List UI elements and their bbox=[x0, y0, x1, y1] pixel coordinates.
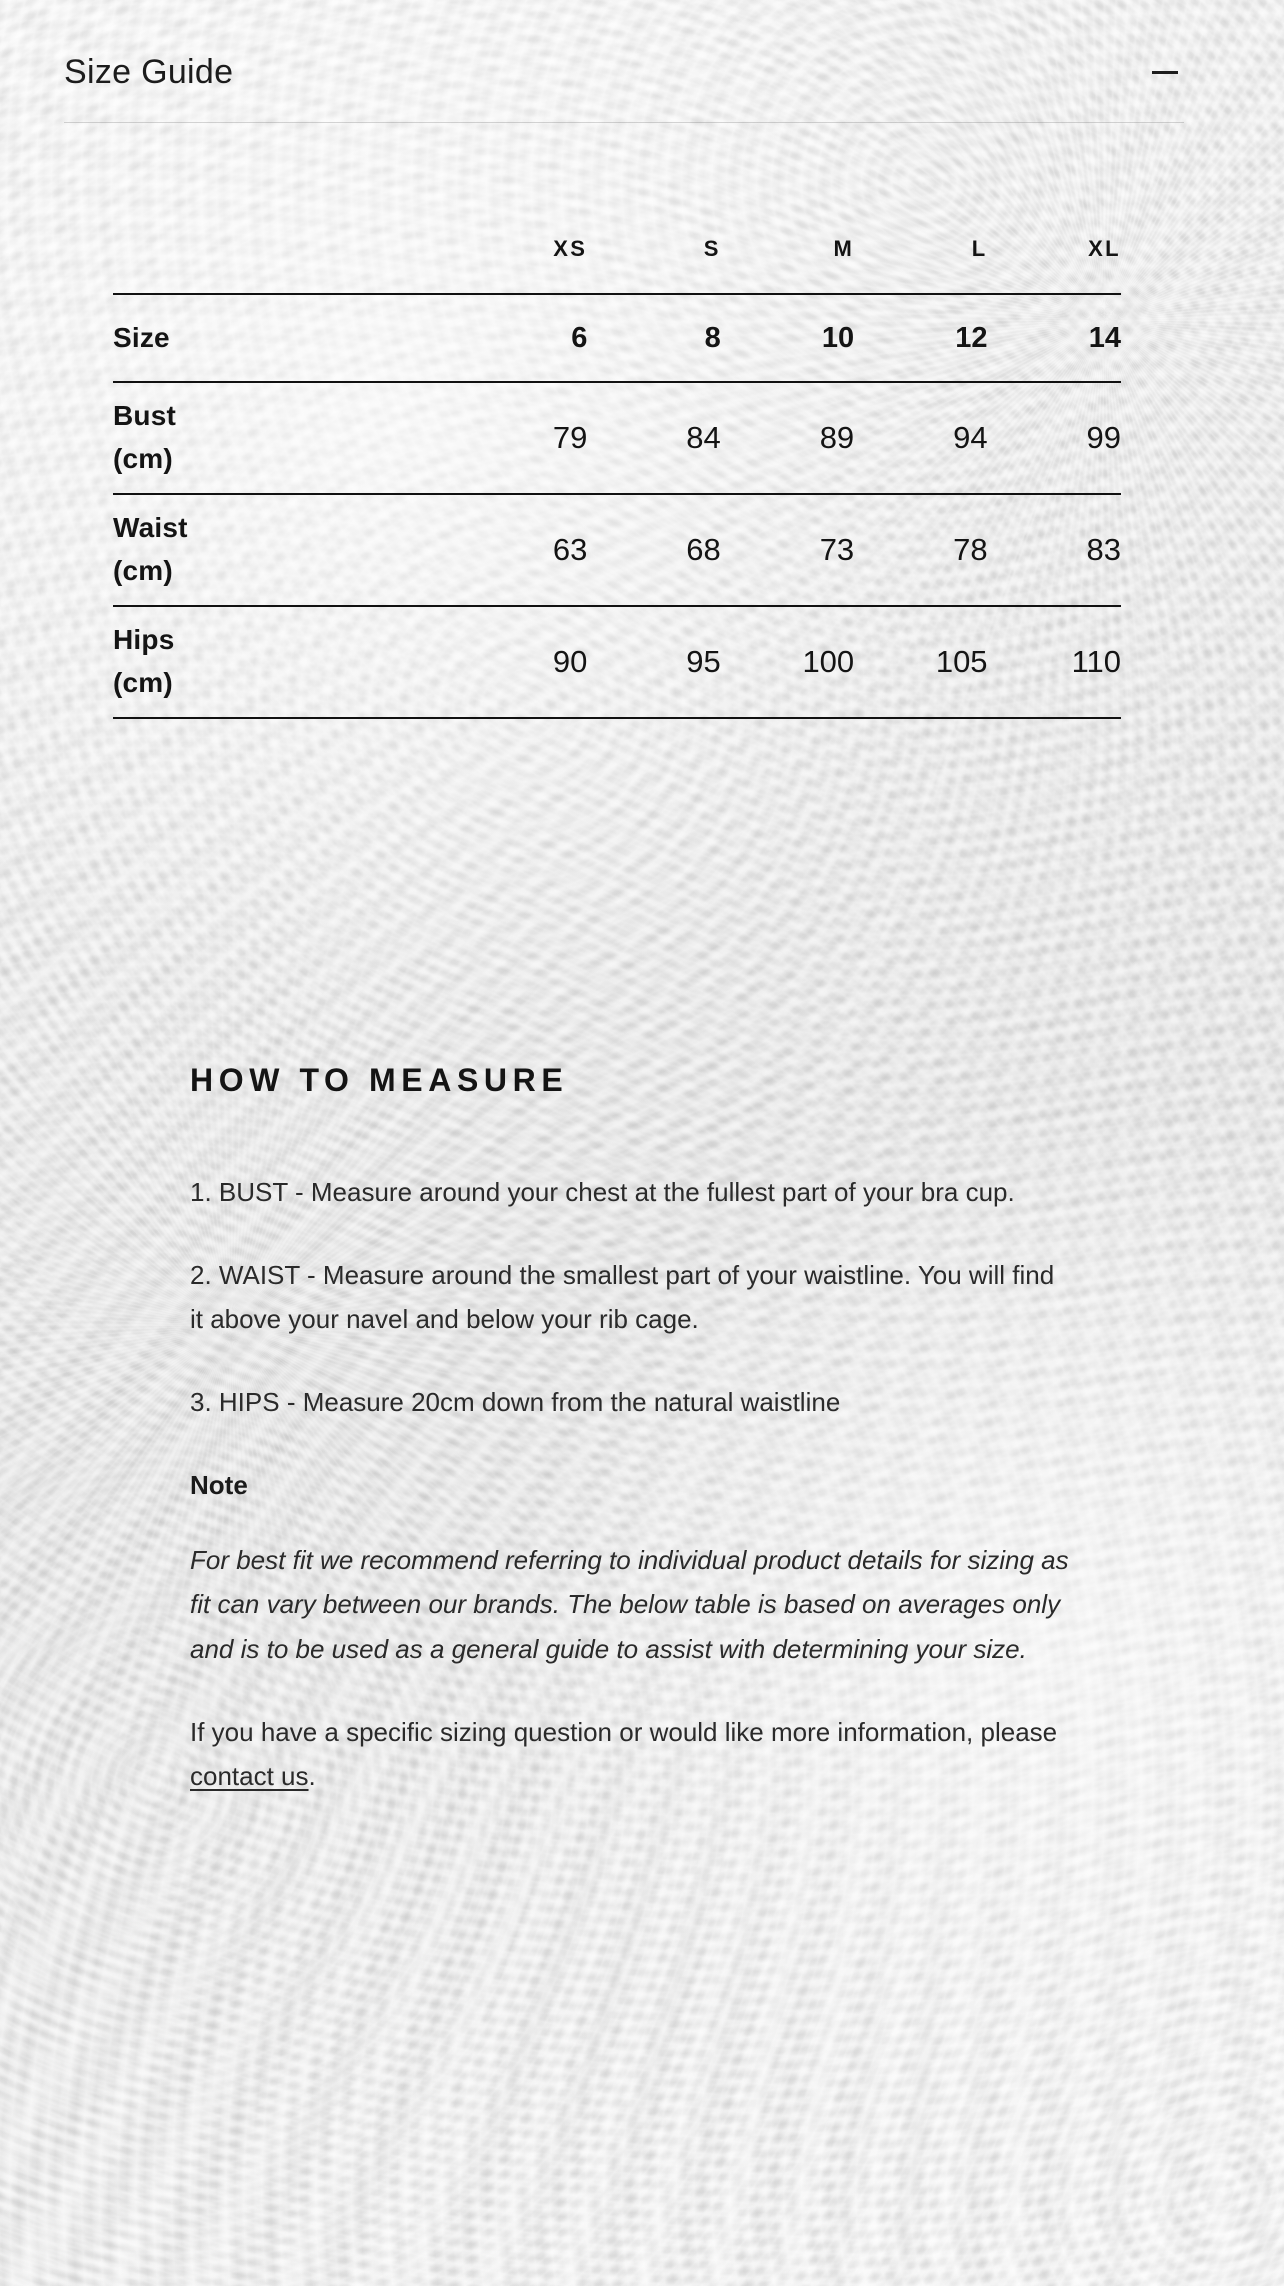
measure-step-2: 2. WAIST - Measure around the smallest p… bbox=[190, 1259, 1055, 1335]
cell-size-s: 8 bbox=[704, 321, 721, 354]
cell-bust-xs: 79 bbox=[552, 420, 588, 455]
contact-suffix-text: . bbox=[308, 1761, 316, 1792]
row-label-waist-text: Waist bbox=[113, 512, 188, 544]
cell-bust-s: 84 bbox=[686, 420, 721, 455]
row-label-hips-text: Hips bbox=[113, 624, 175, 656]
row-label-size: Size bbox=[113, 321, 170, 353]
cell-waist-s: 68 bbox=[686, 532, 721, 567]
cell-hips-s: 95 bbox=[686, 644, 721, 679]
cell-size-l: 12 bbox=[955, 321, 988, 354]
row-label-hips: Hips (cm) bbox=[113, 606, 454, 718]
how-to-measure-heading: HOW TO MEASURE bbox=[190, 1062, 569, 1098]
size-chart-table: XS S M L XL Size 6 8 10 12 14 Bust (cm) bbox=[113, 205, 1121, 719]
contact-prefix-text: If you have a specific sizing question o… bbox=[190, 1716, 1058, 1747]
cell-size-xs: 6 bbox=[571, 321, 588, 354]
row-label-bust-unit: (cm) bbox=[113, 443, 173, 474]
note-label: Note bbox=[190, 1469, 248, 1500]
table-row: Size 6 8 10 12 14 bbox=[113, 294, 1121, 382]
row-label-bust-text: Bust bbox=[113, 400, 177, 432]
table-row: Waist (cm) 63 68 73 78 83 bbox=[113, 494, 1121, 606]
cell-waist-xs: 63 bbox=[552, 532, 588, 567]
minus-icon[interactable] bbox=[1150, 57, 1180, 87]
cell-hips-xl: 110 bbox=[1071, 644, 1121, 679]
contact-us-link[interactable]: contact us bbox=[190, 1761, 309, 1792]
size-chart-body: Size 6 8 10 12 14 Bust (cm) 79 84 89 94 … bbox=[113, 294, 1121, 718]
size-chart-head: XS S M L XL bbox=[113, 205, 1121, 294]
measure-step-3: 3. HIPS - Measure 20cm down from the nat… bbox=[190, 1387, 841, 1418]
cell-waist-l: 78 bbox=[953, 532, 988, 567]
note-text: For best fit we recommend referring to i… bbox=[190, 1544, 1069, 1665]
cell-waist-m: 73 bbox=[819, 532, 855, 567]
measure-step-1: 1. BUST - Measure around your chest at t… bbox=[190, 1177, 1015, 1207]
how-to-measure-body: 1. BUST - Measure around your chest at t… bbox=[190, 1170, 1070, 1799]
table-row: Hips (cm) 90 95 100 105 110 bbox=[113, 606, 1121, 718]
row-label-hips-unit: (cm) bbox=[113, 667, 173, 698]
cell-bust-m: 89 bbox=[819, 420, 855, 455]
column-header-xl: XL bbox=[1088, 236, 1121, 261]
cell-hips-xs: 90 bbox=[552, 644, 588, 679]
row-label-bust: Bust (cm) bbox=[113, 382, 454, 494]
size-guide-accordion-header[interactable]: Size Guide bbox=[64, 22, 1184, 123]
cell-bust-xl: 99 bbox=[1086, 420, 1121, 455]
cell-bust-l: 94 bbox=[953, 420, 988, 455]
cell-hips-l: 105 bbox=[935, 644, 988, 679]
cell-size-xl: 14 bbox=[1088, 321, 1121, 354]
column-header-l: L bbox=[971, 236, 988, 261]
cell-waist-xl: 83 bbox=[1086, 532, 1121, 567]
contact-paragraph: If you have a specific sizing question o… bbox=[190, 1710, 1070, 1799]
row-label-waist: Waist (cm) bbox=[113, 494, 454, 606]
column-header-xs: XS bbox=[553, 236, 588, 261]
column-header-m: M bbox=[833, 236, 855, 261]
row-label-waist-unit: (cm) bbox=[113, 555, 173, 586]
column-header-s: S bbox=[703, 236, 721, 261]
cell-size-m: 10 bbox=[821, 321, 855, 354]
table-row: Bust (cm) 79 84 89 94 99 bbox=[113, 382, 1121, 494]
page-title: Size Guide bbox=[64, 52, 234, 91]
cell-hips-m: 100 bbox=[802, 644, 855, 679]
column-header-rowlabel bbox=[113, 205, 454, 294]
table-header-row: XS S M L XL bbox=[113, 205, 1121, 294]
